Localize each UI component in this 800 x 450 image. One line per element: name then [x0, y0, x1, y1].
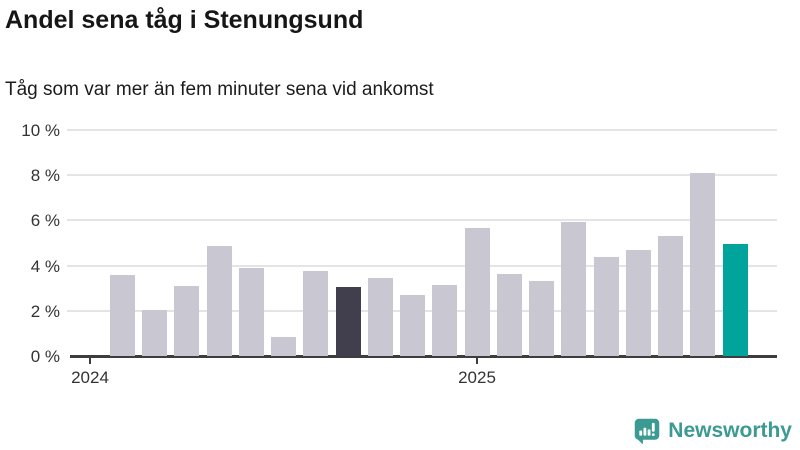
newsworthy-wordmark: Newsworthy	[668, 419, 792, 442]
y-axis-tick-label: 2 %	[30, 301, 60, 321]
bar	[271, 336, 296, 356]
bar	[625, 249, 651, 356]
bar	[238, 267, 264, 356]
gridline	[67, 264, 777, 267]
x-axis-tick-mark	[89, 357, 91, 364]
bar	[496, 273, 522, 356]
bar	[561, 221, 587, 356]
bar-year-ago	[335, 287, 361, 356]
bar	[400, 294, 425, 356]
y-axis-tick-label: 6 %	[30, 211, 60, 231]
y-axis-tick-label: 8 %	[30, 166, 60, 186]
bar	[174, 285, 200, 356]
chart-subtitle: Tåg som var mer än fem minuter sena vid …	[5, 79, 434, 100]
y-axis-tick-label: 0 %	[30, 347, 60, 366]
newsworthy-icon	[633, 417, 661, 445]
bar	[206, 246, 232, 356]
logo-bar-1	[639, 430, 643, 436]
newsworthy-logo: Newsworthy	[633, 417, 792, 445]
x-axis-tick-label: 2024	[71, 368, 109, 387]
logo-exclamation-stem	[652, 422, 655, 432]
bar	[142, 309, 167, 356]
gridline	[67, 219, 777, 222]
logo-exclamation-dot	[652, 433, 655, 436]
x-axis-tick-mark	[476, 357, 478, 364]
bar	[593, 256, 619, 356]
bar	[658, 236, 683, 356]
bar	[303, 271, 329, 356]
bar-latest	[722, 244, 748, 356]
bar	[464, 228, 490, 356]
gridline	[67, 174, 777, 177]
gridline	[67, 129, 777, 131]
bar	[529, 281, 554, 356]
y-axis-tick-label: 4 %	[30, 256, 60, 276]
y-axis-tick-label: 10 %	[21, 121, 60, 140]
chart-title: Andel sena tåg i Stenungsund	[5, 6, 364, 34]
logo-bar-3	[647, 429, 651, 436]
bar	[367, 278, 393, 356]
x-axis-line	[70, 355, 777, 358]
logo-bar-2	[643, 427, 647, 436]
bar	[109, 274, 135, 356]
x-axis-tick-label: 2025	[458, 368, 496, 387]
bar	[690, 172, 716, 356]
bar	[432, 284, 458, 356]
